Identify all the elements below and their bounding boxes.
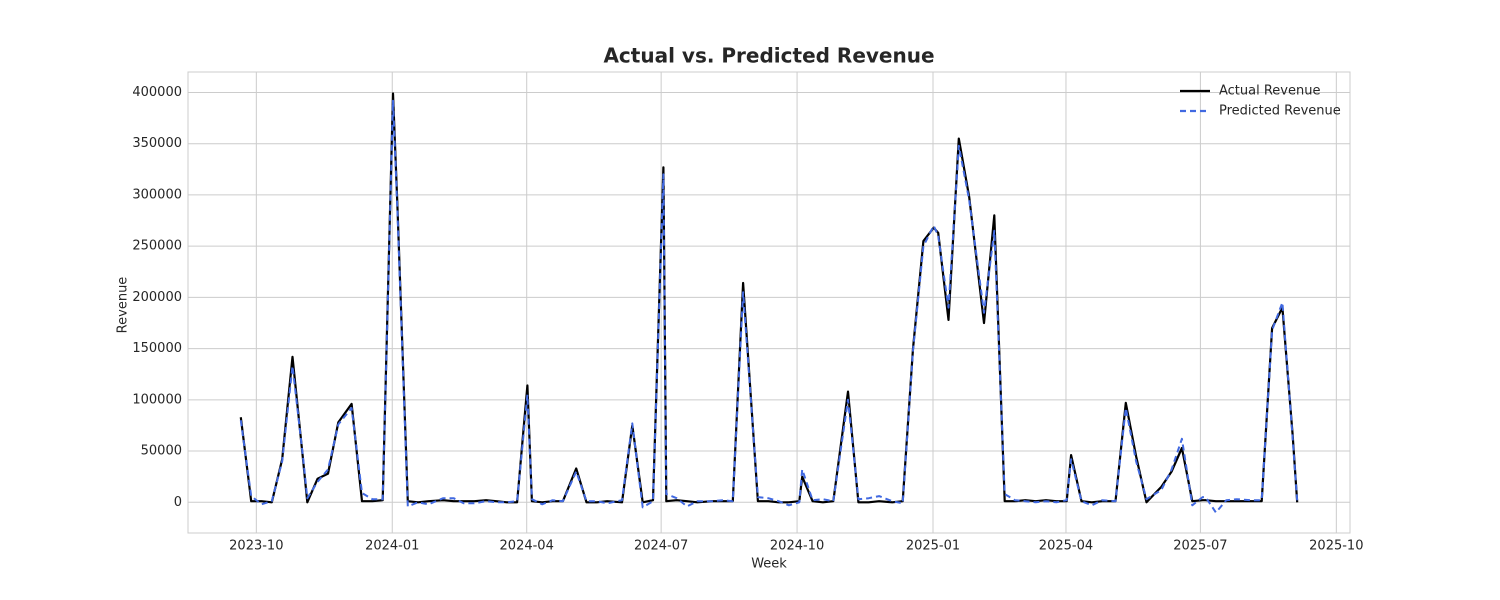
x-tick-label: 2025-01 xyxy=(906,539,960,554)
y-tick-label: 400000 xyxy=(132,85,182,100)
legend-label: Actual Revenue xyxy=(1219,84,1320,99)
x-tick-label: 2025-10 xyxy=(1309,539,1363,554)
plot-frame xyxy=(187,71,1351,534)
x-tick-label: 2025-04 xyxy=(1039,539,1093,554)
x-tick-label: 2024-01 xyxy=(365,539,419,554)
y-tick-label: 200000 xyxy=(132,290,182,305)
series-line xyxy=(239,92,1299,504)
y-tick-label: 0 xyxy=(174,495,182,510)
x-tick-label: 2024-10 xyxy=(770,539,824,554)
y-tick-label: 100000 xyxy=(132,392,182,407)
x-tick-label: 2025-07 xyxy=(1173,539,1227,554)
x-axis-label: Week xyxy=(751,557,787,572)
chart-title: Actual vs. Predicted Revenue xyxy=(603,44,934,68)
y-tick-label: 300000 xyxy=(132,187,182,202)
x-tick-label: 2024-07 xyxy=(634,539,688,554)
legend-label: Predicted Revenue xyxy=(1219,104,1341,119)
series-line xyxy=(239,99,1299,514)
y-tick-label: 50000 xyxy=(141,444,182,459)
y-tick-label: 150000 xyxy=(132,341,182,356)
y-tick-label: 250000 xyxy=(132,239,182,254)
y-tick-label: 350000 xyxy=(132,136,182,151)
x-tick-label: 2023-10 xyxy=(229,539,283,554)
x-tick-label: 2024-04 xyxy=(500,539,554,554)
y-axis-label: Revenue xyxy=(116,277,131,334)
